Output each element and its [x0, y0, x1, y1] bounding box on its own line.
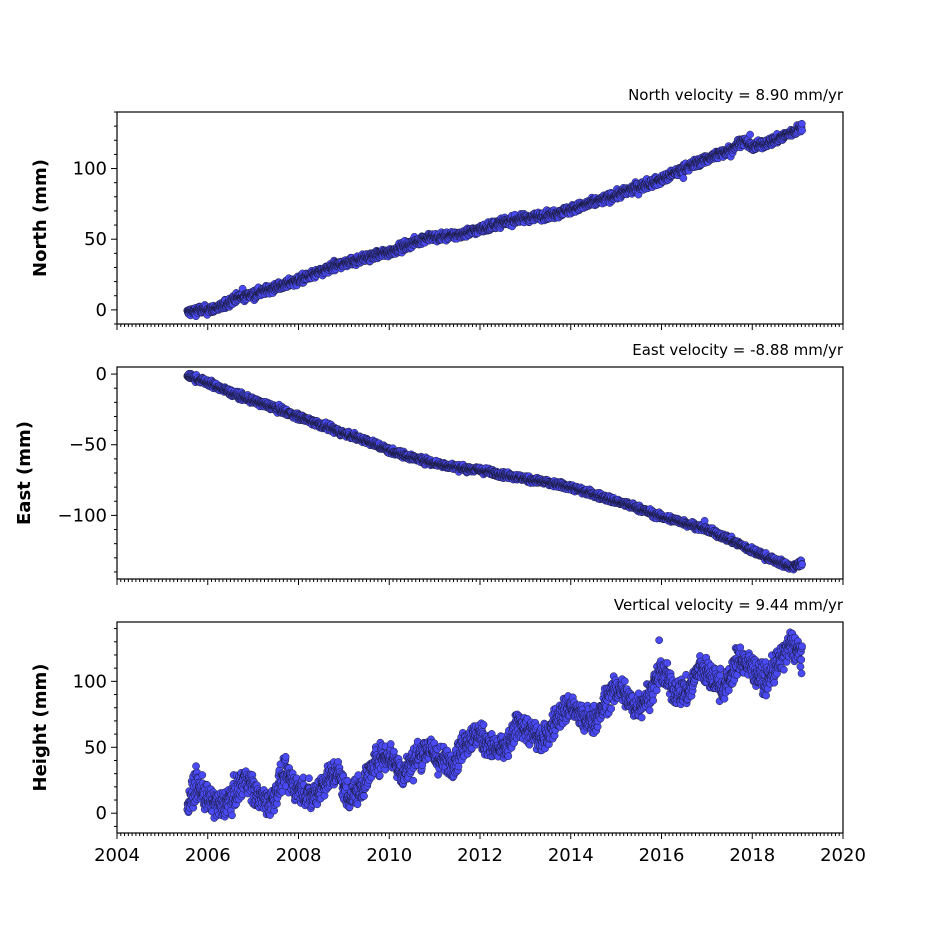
height-points: [183, 628, 806, 822]
north-y-tick-label: 100: [73, 159, 107, 180]
north-data-point: [679, 174, 688, 183]
east-y-tick-label: 0: [96, 364, 107, 385]
east-velocity-title: East velocity = -8.88 mm/yr: [632, 341, 844, 359]
north-velocity-title: North velocity = 8.90 mm/yr: [628, 86, 844, 104]
east-panel: 0 −50 −100 East (mm) East velocity = -8.88 m…: [14, 341, 844, 585]
north-panel: 0 50 100 North (mm) North velocity = 8.90 mm…: [30, 86, 844, 330]
north-data-point: [746, 130, 754, 139]
north-points: [183, 119, 806, 321]
east-y-tick-label: −50: [69, 435, 107, 456]
height-data-point: [192, 762, 200, 771]
east-data-point: [798, 560, 806, 569]
north-y-tick-label: 50: [84, 229, 107, 250]
east-y-axis-label: East (mm): [14, 421, 35, 525]
north-data-point: [798, 126, 806, 135]
north-data-point: [797, 119, 806, 128]
north-y-tick-label: 0: [96, 300, 107, 321]
east-points: [183, 369, 806, 574]
north-y-axis-label: North (mm): [30, 159, 51, 277]
east-y-tick-label: −100: [58, 505, 107, 526]
